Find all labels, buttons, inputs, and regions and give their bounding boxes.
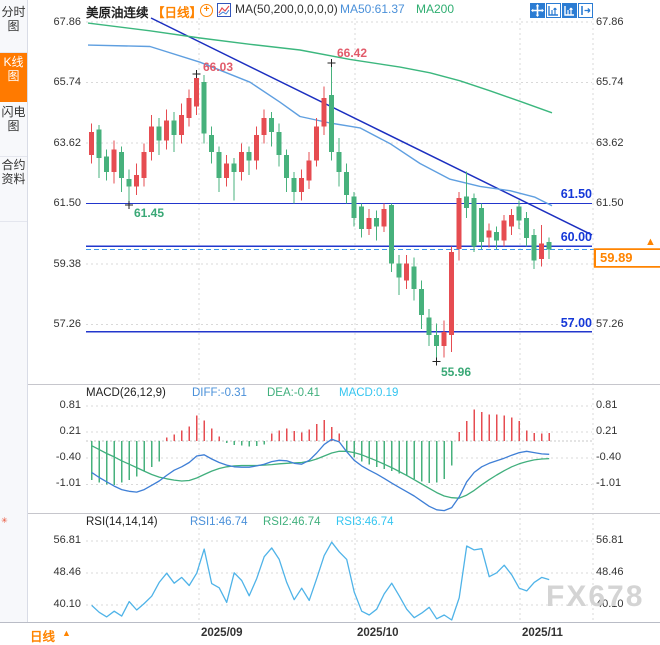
macd-axis-label: 0.81 (59, 399, 81, 411)
y-axis-label: 65.74 (596, 76, 624, 88)
sidebar-item-kline-chart[interactable]: K线图 (0, 53, 27, 102)
sidebar-item-lightning-chart[interactable]: 闪电图 (0, 103, 27, 157)
current-price-tag: 59.89 (595, 249, 660, 267)
y-axis-label: 59.38 (53, 258, 81, 270)
exit-chart-icon[interactable] (578, 3, 593, 18)
pan-icon[interactable] (530, 3, 545, 18)
high-annotation: 66.42 (337, 46, 368, 60)
current-price-arrow-icon: ▲ (645, 236, 656, 248)
macd-axis-label: -0.40 (55, 451, 81, 463)
scale-axis-active-icon[interactable] (562, 3, 577, 18)
low-annotation: 61.45 (134, 206, 165, 220)
y-axis-label: 67.86 (596, 16, 624, 28)
y-axis-label: 61.50 (596, 197, 624, 209)
macd-axis-label: -1.01 (596, 477, 622, 489)
x-axis-label: 2025/11 (522, 627, 563, 639)
rsi1-label: RSI1:46.74 (190, 516, 248, 528)
macd-axis-label: -0.40 (596, 451, 622, 463)
watermark: FX678 (546, 580, 645, 613)
x-axis-label: 2025/10 (357, 627, 399, 639)
scale-axis-icon[interactable] (546, 3, 561, 18)
rsi-axis-label: 40.10 (53, 598, 81, 610)
chevron-up-icon[interactable]: ▲ (62, 628, 71, 638)
macd-axis-label: -1.01 (55, 477, 81, 489)
y-axis-label: 65.74 (53, 76, 81, 88)
bottom-bar: 日线 ▲ 2025/09 2025/10 2025/11 (0, 622, 660, 644)
macd-axis-label: 0.21 (596, 425, 618, 437)
y-axis-label: 63.62 (53, 137, 81, 149)
macd-axis-label: 0.81 (596, 399, 618, 411)
macd-dea-label: DEA:-0.41 (267, 387, 321, 399)
sidebar-item-contract-info[interactable]: 合约资料 (0, 156, 27, 222)
rsi3-label: RSI3:46.74 (336, 516, 394, 528)
rsi2-label: RSI2:46.74 (263, 516, 321, 528)
high-annotation: 66.03 (203, 60, 234, 74)
level-label-6000: 60.00 (560, 230, 592, 244)
level-label-5700: 57.00 (560, 316, 592, 330)
low-annotation: 55.96 (441, 365, 472, 379)
ma50-value-label: MA50:61.37 (340, 2, 405, 16)
y-axis-label: 57.26 (53, 318, 81, 330)
rsi-axis-label: 48.46 (596, 566, 624, 578)
rsi-axis-label: 56.81 (53, 534, 81, 546)
y-axis-label: 63.62 (596, 137, 624, 149)
chart-type-icon[interactable] (217, 3, 231, 22)
rsi-axis-label: 48.46 (53, 566, 81, 578)
y-axis-label: 61.50 (53, 197, 81, 209)
level-label-6150: 61.50 (560, 187, 592, 201)
rsi-title: RSI(14,14,14) (86, 516, 158, 528)
y-axis-label: 67.86 (53, 16, 81, 28)
macd-value-label: MACD:0.19 (339, 387, 399, 399)
macd-title: MACD(26,12,9) (86, 387, 166, 399)
sidebar-alert-icon: ✳ (1, 516, 8, 525)
rsi-axis-label: 56.81 (596, 534, 624, 546)
macd-diff-label: DIFF:-0.31 (192, 387, 247, 399)
macd-axis-label: 0.21 (59, 425, 81, 437)
x-axis-label: 2025/09 (201, 627, 243, 639)
y-axis-label: 57.26 (596, 318, 624, 330)
sidebar-item-time-chart[interactable]: 分时图 (0, 3, 27, 53)
period-selector[interactable]: 日线 (30, 630, 56, 644)
rsi-axis-label: 40.10 (596, 598, 624, 610)
ma200-value-label: MA200 (416, 2, 455, 16)
add-indicator-icon[interactable]: + (200, 4, 213, 17)
period-badge[interactable]: 【日线】 (152, 6, 203, 20)
symbol-title: 美原油连续 (86, 6, 149, 20)
sidebar: 分时图 K线图 闪电图 合约资料 ✳ (0, 0, 28, 642)
ma-settings-label: MA(50,200,0,0,0,0) (235, 2, 338, 16)
